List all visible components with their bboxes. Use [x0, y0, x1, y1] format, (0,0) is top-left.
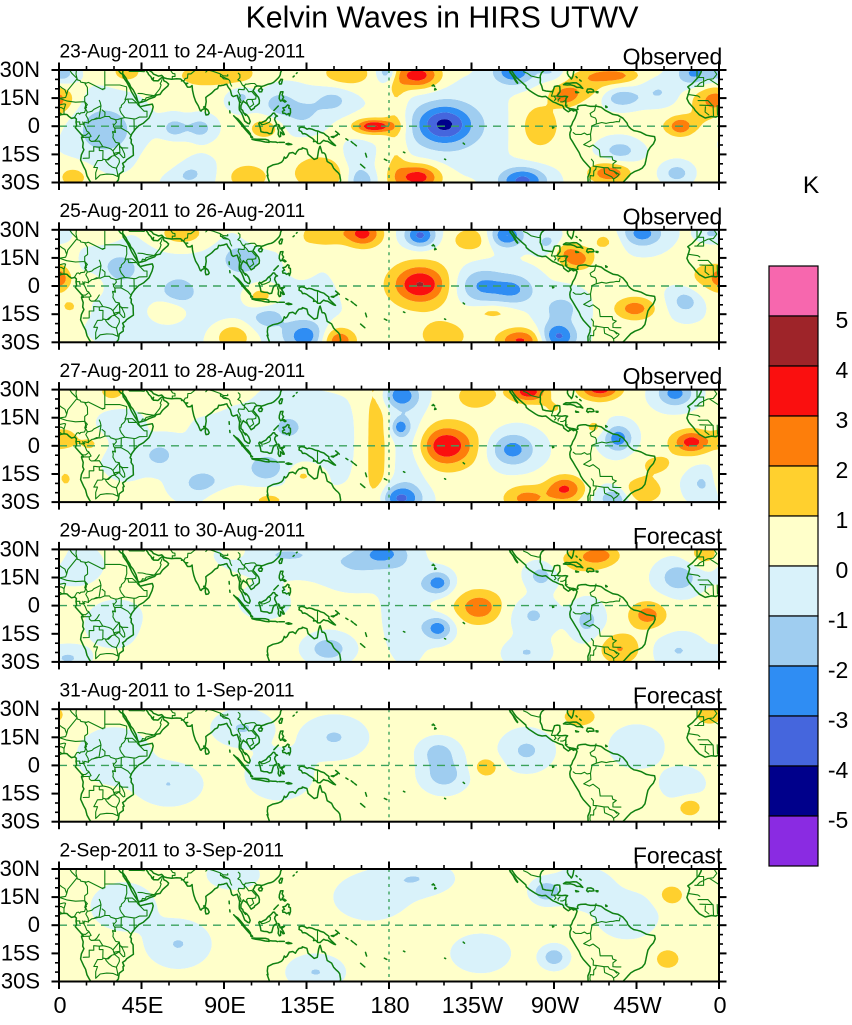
svg-text:2-Sep-2011 to 3-Sep-2011: 2-Sep-2011 to 3-Sep-2011 [60, 840, 284, 861]
svg-text:3: 3 [836, 407, 849, 433]
svg-text:30N: 30N [0, 536, 40, 561]
svg-text:0: 0 [28, 593, 40, 618]
svg-text:Forecast: Forecast [633, 843, 723, 869]
svg-text:30S: 30S [1, 969, 40, 994]
svg-text:0: 0 [28, 433, 40, 458]
svg-text:0: 0 [28, 113, 40, 138]
svg-text:30N: 30N [0, 217, 40, 242]
svg-text:29-Aug-2011 to 30-Aug-2011: 29-Aug-2011 to 30-Aug-2011 [60, 521, 306, 542]
svg-text:27-Aug-2011 to 28-Aug-2011: 27-Aug-2011 to 28-Aug-2011 [60, 361, 306, 382]
svg-text:30S: 30S [1, 170, 40, 195]
svg-text:0: 0 [53, 992, 66, 1018]
svg-text:15S: 15S [1, 301, 40, 326]
svg-text:135E: 135E [280, 992, 335, 1018]
svg-text:Observed: Observed [623, 44, 723, 70]
svg-text:0: 0 [836, 557, 849, 583]
svg-text:45E: 45E [122, 992, 164, 1018]
svg-text:30S: 30S [1, 809, 40, 834]
svg-text:15N: 15N [0, 245, 40, 270]
svg-text:30N: 30N [0, 856, 40, 881]
svg-text:31-Aug-2011 to 1-Sep-2011: 31-Aug-2011 to 1-Sep-2011 [60, 681, 295, 702]
svg-text:-3: -3 [828, 707, 848, 733]
svg-text:4: 4 [836, 357, 849, 383]
svg-text:30S: 30S [1, 649, 40, 674]
svg-text:-1: -1 [828, 607, 848, 633]
svg-text:30N: 30N [0, 377, 40, 402]
svg-text:Observed: Observed [623, 363, 723, 389]
svg-text:Forecast: Forecast [633, 683, 723, 709]
svg-text:0: 0 [713, 992, 726, 1018]
svg-text:0: 0 [28, 912, 40, 937]
svg-text:2: 2 [836, 457, 849, 483]
svg-text:0: 0 [28, 273, 40, 298]
svg-text:15S: 15S [1, 621, 40, 646]
svg-text:15N: 15N [0, 85, 40, 110]
svg-text:Observed: Observed [623, 203, 723, 229]
svg-text:15S: 15S [1, 141, 40, 166]
svg-text:90W: 90W [531, 992, 580, 1018]
svg-text:30N: 30N [0, 57, 40, 82]
svg-text:15N: 15N [0, 884, 40, 909]
svg-text:15S: 15S [1, 461, 40, 486]
svg-text:30S: 30S [1, 489, 40, 514]
svg-text:15S: 15S [1, 940, 40, 965]
svg-text:45W: 45W [613, 992, 662, 1018]
svg-text:Forecast: Forecast [633, 523, 723, 549]
svg-text:K: K [803, 172, 820, 199]
svg-text:5: 5 [836, 307, 849, 333]
svg-text:30S: 30S [1, 329, 40, 354]
svg-text:15N: 15N [0, 565, 40, 590]
svg-text:-2: -2 [828, 657, 848, 683]
svg-text:25-Aug-2011 to 26-Aug-2011: 25-Aug-2011 to 26-Aug-2011 [60, 201, 306, 222]
svg-text:135W: 135W [442, 992, 504, 1018]
svg-text:23-Aug-2011 to 24-Aug-2011: 23-Aug-2011 to 24-Aug-2011 [60, 41, 306, 62]
svg-text:-4: -4 [828, 757, 849, 783]
svg-text:Kelvin Waves in HIRS UTWV: Kelvin Waves in HIRS UTWV [246, 2, 640, 35]
svg-text:15S: 15S [1, 781, 40, 806]
svg-text:-5: -5 [828, 807, 848, 833]
svg-text:15N: 15N [0, 405, 40, 430]
svg-text:30N: 30N [0, 696, 40, 721]
svg-text:15N: 15N [0, 724, 40, 749]
svg-text:1: 1 [836, 507, 849, 533]
svg-text:180: 180 [370, 992, 409, 1018]
svg-text:90E: 90E [204, 992, 246, 1018]
svg-text:0: 0 [28, 753, 40, 778]
